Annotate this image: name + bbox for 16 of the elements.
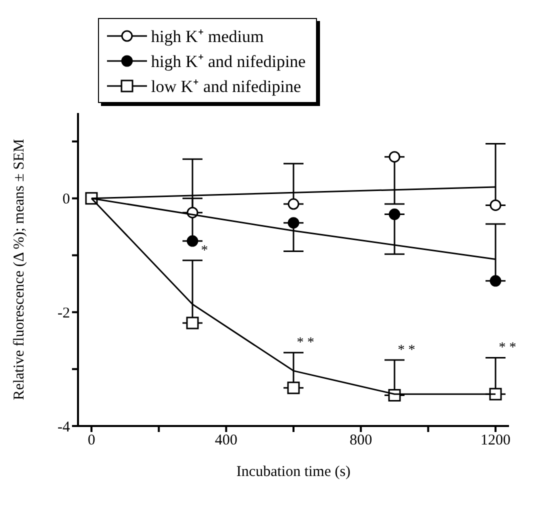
annotation: * * xyxy=(398,342,416,358)
y-axis-title: Relative fluorescence (Δ %); means ± SEM xyxy=(11,138,28,400)
y-tick-label: 0 xyxy=(62,192,70,208)
x-tick-label: 1200 xyxy=(480,432,511,449)
annotation: * * xyxy=(296,336,314,351)
x-axis-title: Incubation time (s) xyxy=(236,464,351,480)
legend-label: high K⁺ medium xyxy=(151,26,264,47)
x-tick-label: 400 xyxy=(214,432,238,449)
annotation: * xyxy=(200,243,208,258)
annotation: * * xyxy=(498,340,516,356)
y-tick-label: -2 xyxy=(58,306,70,322)
legend-label: low K⁺ and nifedipine xyxy=(151,76,301,97)
x-tick-label: 0 xyxy=(88,432,96,449)
legend-label: high K⁺ and nifedipine xyxy=(151,51,306,72)
y-tick-label: -4 xyxy=(58,419,70,436)
x-tick-label: 800 xyxy=(350,432,372,449)
